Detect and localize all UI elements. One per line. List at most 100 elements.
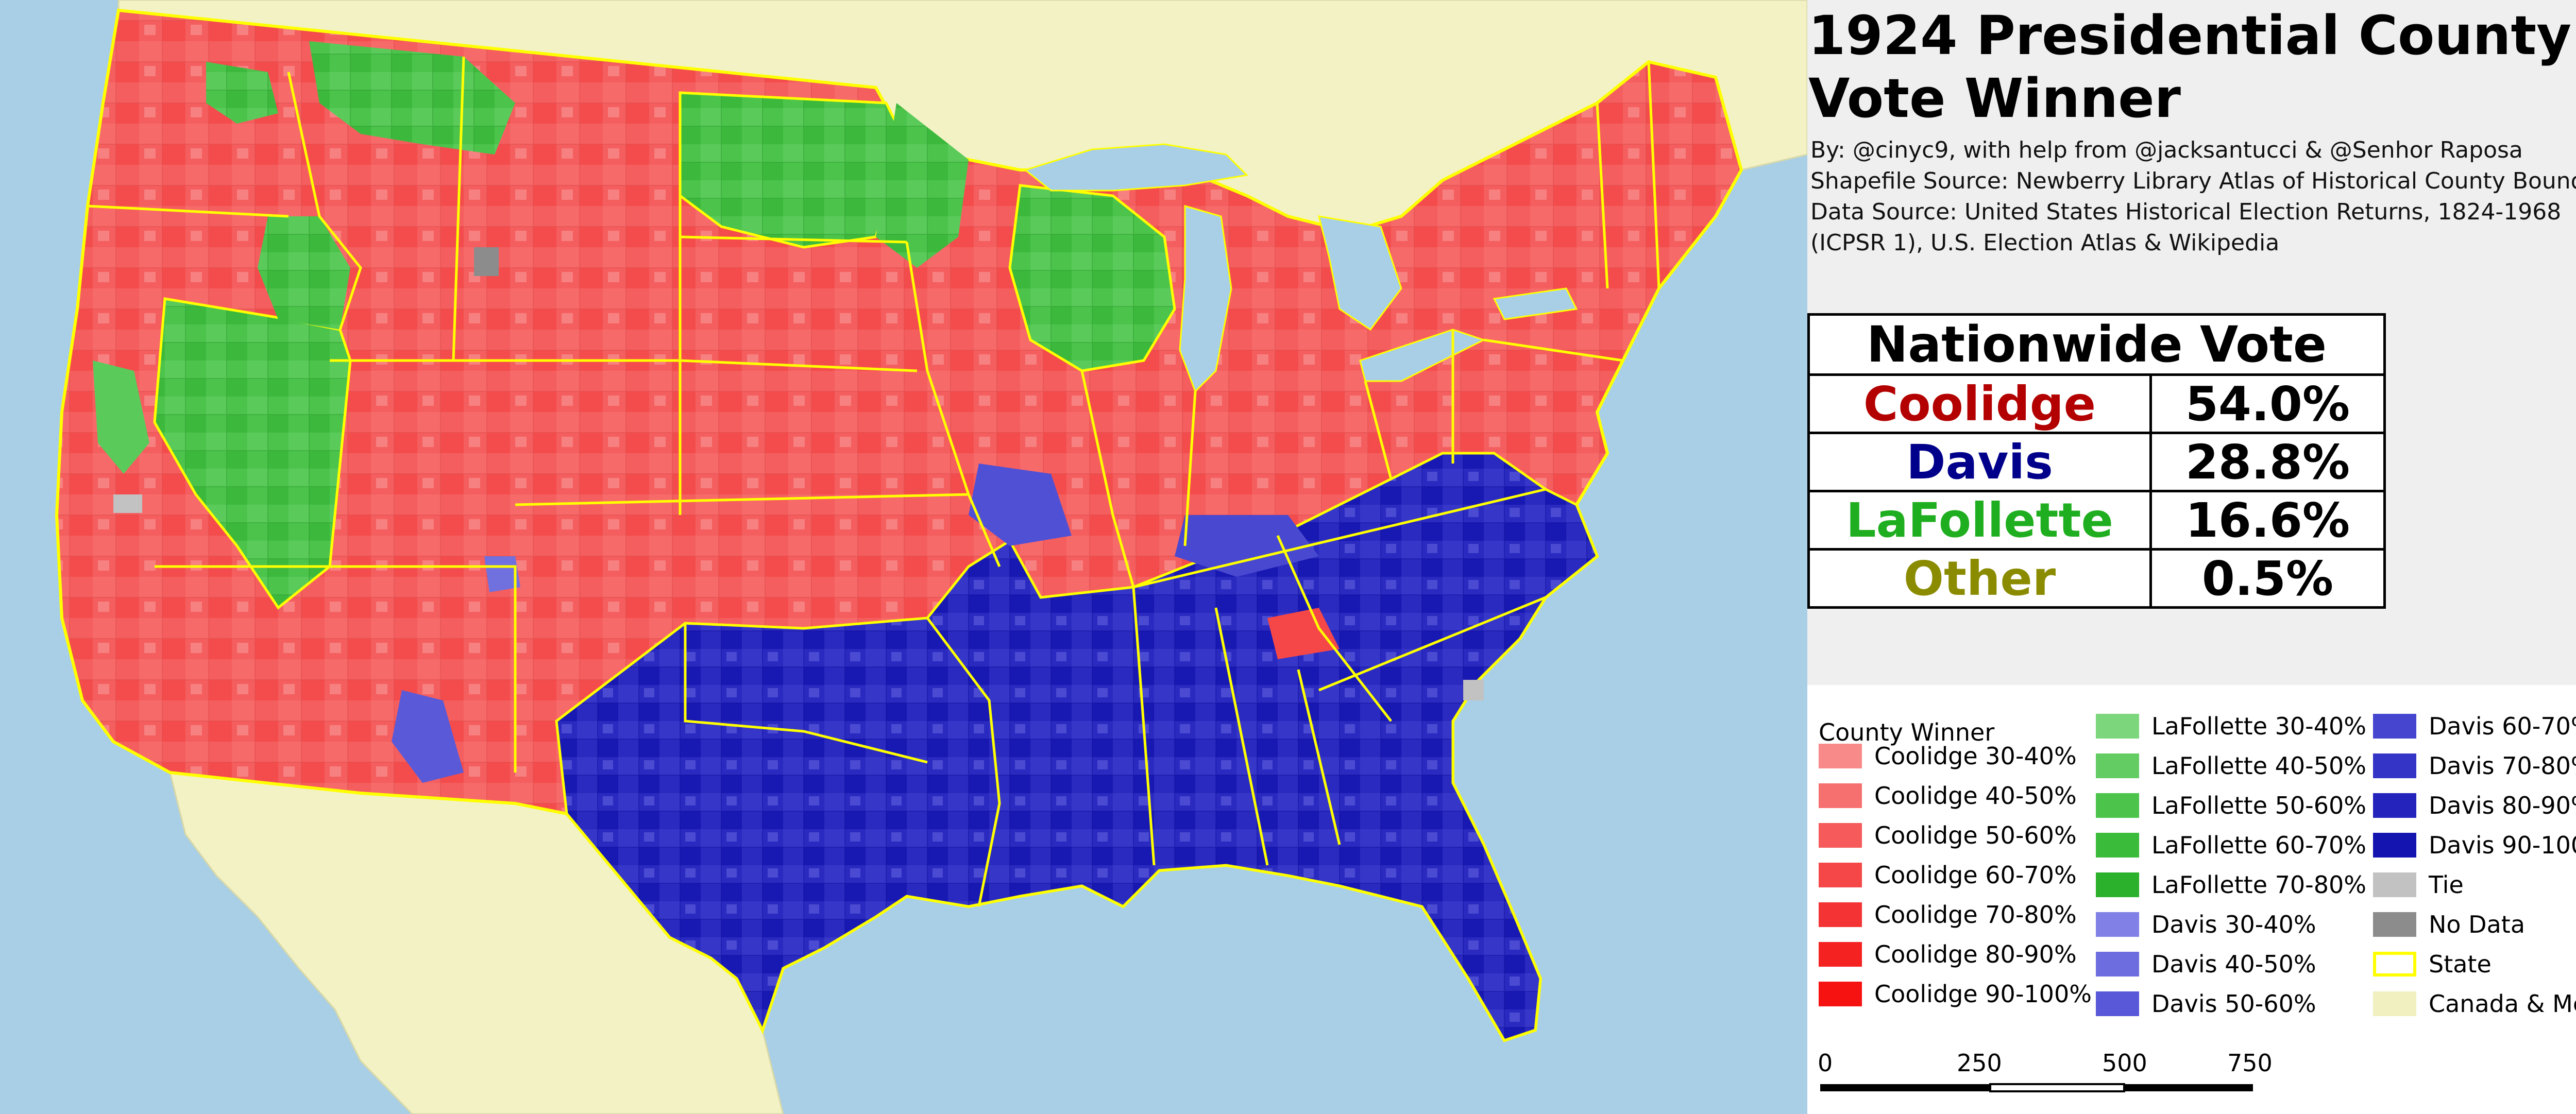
legend-swatch bbox=[1819, 783, 1862, 808]
legend-label: LaFollette 40-50% bbox=[2151, 752, 2367, 780]
davis-southwest-patch bbox=[392, 690, 464, 783]
legend-item: LaFollette 70-80% bbox=[2096, 869, 2366, 900]
legend-label: Davis 40-50% bbox=[2151, 950, 2316, 978]
legend-label: Coolidge 90-100% bbox=[1874, 980, 2092, 1008]
legend-label: Davis 90-100% bbox=[2429, 831, 2576, 859]
legend-swatch bbox=[2373, 714, 2416, 739]
legend-label: Davis 60-70% bbox=[2429, 712, 2576, 740]
legend-swatch bbox=[2096, 753, 2139, 778]
legend-item: Davis 90-100% bbox=[2373, 830, 2576, 861]
scale-tick-label: 250 bbox=[1957, 1049, 2002, 1077]
legend-item: Coolidge 90-100% bbox=[1819, 979, 2092, 1009]
legend-swatch bbox=[2096, 912, 2139, 937]
legend-swatch bbox=[2373, 872, 2416, 897]
legend-swatch bbox=[2096, 952, 2139, 976]
legend-swatch bbox=[2373, 753, 2416, 778]
legend-swatch bbox=[1819, 902, 1862, 927]
legend-item: LaFollette 60-70% bbox=[2096, 830, 2366, 861]
legend-swatch bbox=[2373, 793, 2416, 818]
nationwide-vote-heading: Nationwide Vote bbox=[1807, 313, 2386, 376]
legend-item: No Data bbox=[2373, 909, 2525, 940]
state-borders bbox=[87, 56, 1660, 907]
legend-swatch bbox=[2096, 714, 2139, 739]
scale-bar: 0 250 500 750 mi bbox=[1818, 1049, 2271, 1092]
no-data-patch bbox=[474, 247, 499, 276]
davis-missouri-patch bbox=[969, 464, 1072, 546]
lafollette-north-dakota bbox=[679, 91, 908, 249]
legend-label: LaFollette 70-80% bbox=[2151, 871, 2367, 899]
legend-item: Coolidge 50-60% bbox=[1819, 820, 2077, 851]
candidate-name: Coolidge bbox=[1807, 373, 2152, 434]
lafollette-wisconsin bbox=[1008, 184, 1176, 372]
legend-item: LaFollette 40-50% bbox=[2096, 750, 2366, 781]
scale-tick-label: 750 mi bbox=[2227, 1049, 2271, 1077]
vote-row: Other 0.5% bbox=[1807, 548, 2386, 609]
legend-label: Davis 70-80% bbox=[2429, 752, 2576, 780]
scale-segment bbox=[1989, 1083, 2125, 1092]
legend-label: Coolidge 50-60% bbox=[1874, 821, 2077, 849]
vote-row: Coolidge 54.0% bbox=[1807, 373, 2386, 434]
legend-swatch bbox=[2373, 991, 2416, 1016]
candidate-percent: 0.5% bbox=[2149, 548, 2386, 609]
lafollette-washington bbox=[206, 62, 278, 124]
legend-item: Davis 50-60% bbox=[2096, 988, 2316, 1019]
lafollette-idaho bbox=[258, 216, 350, 330]
legend-label: Tie bbox=[2429, 871, 2464, 899]
candidate-percent: 16.6% bbox=[2149, 490, 2386, 551]
legend-label: Canada & Mexico bbox=[2429, 990, 2576, 1018]
legend-label: LaFollette 50-60% bbox=[2151, 792, 2367, 819]
legend-item: Davis 70-80% bbox=[2373, 750, 2576, 781]
candidate-percent: 54.0% bbox=[2149, 373, 2386, 434]
scale-tick-label: 0 bbox=[1818, 1049, 1833, 1077]
legend-item: Coolidge 80-90% bbox=[1819, 939, 2077, 970]
vote-row: Davis 28.8% bbox=[1807, 432, 2386, 492]
legend-item: Coolidge 40-50% bbox=[1819, 780, 2077, 811]
legend-item: Coolidge 30-40% bbox=[1819, 741, 2077, 772]
legend-label: State bbox=[2429, 950, 2492, 978]
legend-label: Davis 80-90% bbox=[2429, 792, 2576, 819]
side-panel: 1924 Presidential County Vote Winner By:… bbox=[1807, 0, 2576, 1114]
legend-item: Davis 40-50% bbox=[2096, 949, 2316, 980]
legend-item: Canada & Mexico bbox=[2373, 988, 2576, 1019]
legend-swatch bbox=[2373, 952, 2416, 976]
lake-superior bbox=[1023, 143, 1249, 192]
tie-patch-carolina bbox=[1463, 680, 1484, 700]
credit-data-source: Data Source: United States Historical El… bbox=[1810, 199, 2562, 225]
legend-swatch bbox=[2096, 872, 2139, 897]
candidate-name: LaFollette bbox=[1807, 490, 2152, 551]
legend-label: Coolidge 40-50% bbox=[1874, 782, 2077, 810]
legend-label: No Data bbox=[2429, 911, 2526, 938]
legend-swatch bbox=[1819, 942, 1862, 967]
legend-item: Tie bbox=[2373, 869, 2464, 900]
candidate-name: Davis bbox=[1807, 432, 2152, 492]
legend-item: Davis 80-90% bbox=[2373, 790, 2576, 821]
legend-swatch bbox=[2096, 833, 2139, 858]
credit-author: By: @cinyc9, with help from @jacksantucc… bbox=[1810, 137, 2523, 163]
legend-item: Davis 30-40% bbox=[2096, 909, 2316, 940]
legend-swatch bbox=[2096, 793, 2139, 818]
legend-item: LaFollette 50-60% bbox=[2096, 790, 2366, 821]
legend-label: Coolidge 80-90% bbox=[1874, 940, 2077, 968]
legend-swatch bbox=[1819, 863, 1862, 887]
candidate-name: Other bbox=[1807, 548, 2152, 609]
credit-data-source-cont: (ICPSR 1), U.S. Election Atlas & Wikiped… bbox=[1810, 230, 2280, 256]
scale-tick-label: 500 bbox=[2102, 1049, 2147, 1077]
nationwide-vote-table: Nationwide Vote Coolidge 54.0% Davis 28.… bbox=[1807, 313, 2386, 609]
credit-shapefile: Shapefile Source: Newberry Library Atlas… bbox=[1810, 168, 2576, 194]
legend-item: Coolidge 70-80% bbox=[1819, 899, 2077, 930]
legend-label: Davis 30-40% bbox=[2151, 911, 2316, 938]
legend-swatch bbox=[2373, 912, 2416, 937]
candidate-percent: 28.8% bbox=[2149, 432, 2386, 492]
election-map bbox=[55, 0, 1807, 1114]
legend-label: Davis 50-60% bbox=[2151, 990, 2316, 1018]
legend-item: Coolidge 60-70% bbox=[1819, 860, 2077, 890]
legend-label: LaFollette 30-40% bbox=[2151, 712, 2367, 740]
legend-swatch bbox=[2373, 833, 2416, 858]
legend-item: Davis 60-70% bbox=[2373, 711, 2576, 742]
map-title: 1924 Presidential County Vote Winner bbox=[1808, 4, 2572, 130]
legend-label: LaFollette 60-70% bbox=[2151, 831, 2367, 859]
lafollette-minnesota bbox=[876, 103, 969, 268]
legend-swatch bbox=[1819, 823, 1862, 848]
lake-huron bbox=[1317, 215, 1402, 331]
coolidge-tennessee-patch bbox=[1267, 608, 1340, 659]
